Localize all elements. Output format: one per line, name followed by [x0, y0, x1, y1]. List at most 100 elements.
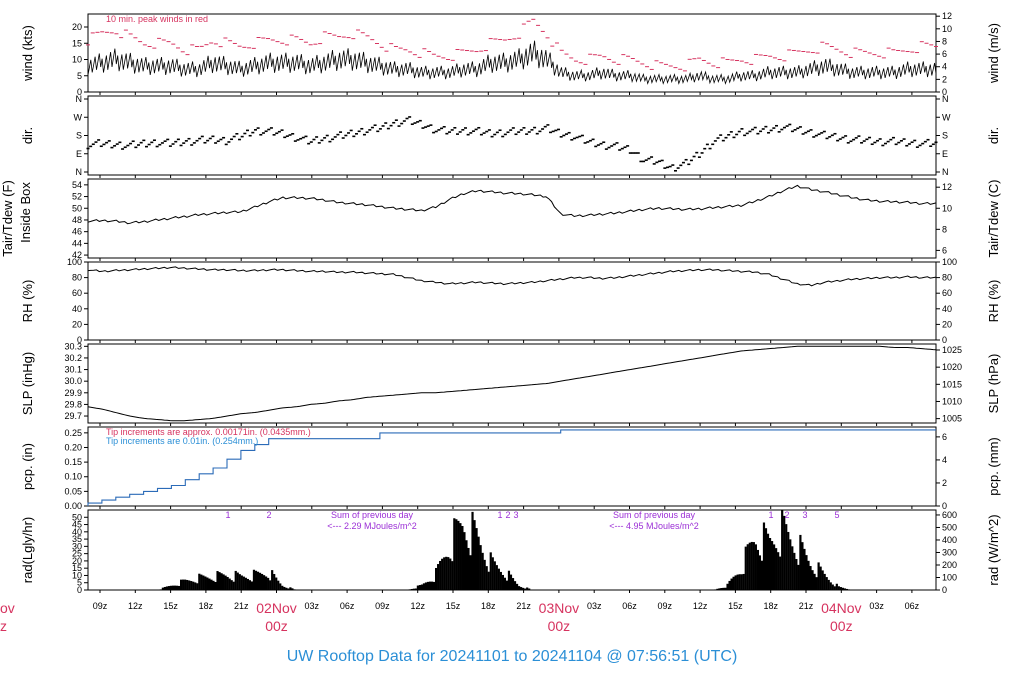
ytick-label-right: 40: [942, 304, 952, 314]
ytick-label: 30.1: [64, 365, 82, 375]
ytick-label-right: 80: [942, 273, 952, 283]
ytick-label-right: 300: [942, 547, 957, 557]
ytick-label: E: [76, 149, 82, 159]
ytick-label: 0: [77, 87, 82, 97]
rad-hour-mark: 2: [266, 510, 271, 520]
xtick-label: 03z: [587, 601, 602, 611]
xtick-label: 03z: [305, 601, 320, 611]
page-title: UW Rooftop Data for 20241101 to 20241104…: [286, 648, 738, 665]
xtick-label: 21z: [234, 601, 249, 611]
ytick-label-right: 0: [942, 585, 947, 595]
xtick-label: 03z: [869, 601, 884, 611]
ytick-label-right: 60: [942, 288, 952, 298]
pcp-annotation-1: Tip increments are approx. 0.00171in. (0…: [106, 427, 311, 437]
rh-series-line: [87, 266, 937, 287]
ytick-label: 46: [72, 227, 82, 237]
ytick-label: 10: [72, 570, 82, 580]
xtick-label: 06z: [340, 601, 355, 611]
rad-hour-mark: 2: [784, 510, 789, 520]
ytick-label: N: [76, 94, 83, 104]
day-label-hour: 00z: [830, 618, 853, 634]
ytick-label: 15: [72, 563, 82, 573]
ytick-label-right: 12: [942, 11, 952, 21]
ytick-label: 0: [77, 335, 82, 345]
day-label-date: 02Nov: [256, 600, 296, 616]
rad-hour-mark: 2: [505, 510, 510, 520]
panel-frame-rh: [87, 261, 937, 341]
panel-frame-slp: [87, 343, 937, 424]
rad-daily-sum-title: Sum of previous day: [613, 510, 696, 520]
ylabel-dir: dir.: [20, 127, 35, 144]
ytick-label: 30.3: [64, 341, 82, 351]
xtick-label: 12z: [410, 601, 425, 611]
day-label-date: 03Nov: [539, 600, 579, 616]
rad-daily-sum-value: <--- 2.29 MJoules/m^2: [327, 521, 417, 531]
ytick-label: 10: [72, 55, 82, 65]
xtick-label: 09z: [658, 601, 673, 611]
ytick-label-right: 6: [942, 432, 947, 442]
rad-daily-sum-value: <--- 4.95 MJoules/m^2: [609, 521, 699, 531]
pcp-series-line: [87, 429, 936, 506]
ytick-label: 29.8: [64, 399, 82, 409]
ytick-label-right: 4: [942, 62, 947, 72]
ylabel-right-temp: Tair/Tdew (C): [986, 179, 1001, 257]
ylabel-right-rh: RH (%): [986, 280, 1001, 323]
rad-hour-mark: 1: [497, 510, 502, 520]
ytick-label: 30.2: [64, 353, 82, 363]
ytick-label-right: 200: [942, 560, 957, 570]
ytick-label: 60: [72, 288, 82, 298]
ytick-label-right: S: [942, 131, 948, 141]
day-label-cut-hour: z: [0, 618, 7, 634]
ytick-label-right: 4: [942, 455, 947, 465]
ytick-label-right: 1025: [942, 345, 962, 355]
ytick-label-right: 8: [942, 224, 947, 234]
xtick-label: 12z: [128, 601, 143, 611]
ytick-label: 54: [72, 180, 82, 190]
ytick-label-right: 1010: [942, 396, 962, 406]
ytick-label: 44: [72, 238, 82, 248]
day-label-cut-date: ov: [0, 600, 15, 616]
xtick-label: 18z: [763, 601, 778, 611]
pcp-annotation-2: Tip increments are 0.01in. (0.254mm.): [106, 436, 258, 446]
ytick-label: 0.15: [64, 457, 82, 467]
panel-frame-pcp: [87, 426, 937, 507]
ytick-label: 0.00: [64, 501, 82, 511]
slp-series-line: [87, 345, 937, 422]
ytick-label-right: 2: [942, 478, 947, 488]
ytick-label-right: 100: [942, 257, 957, 267]
day-label-hour: 00z: [548, 618, 571, 634]
ytick-label: 15: [72, 38, 82, 48]
ytick-label: 5: [77, 71, 82, 81]
ylabel-right-slp: SLP (hPa): [986, 354, 1001, 414]
ytick-label: 29.9: [64, 388, 82, 398]
rad-hour-mark: 3: [513, 510, 518, 520]
ylabel-right-pcp: pcp. (mm): [986, 437, 1001, 496]
ytick-label: W: [74, 112, 83, 122]
ytick-label: 50: [72, 512, 82, 522]
ytick-label: 80: [72, 273, 82, 283]
xtick-label: 18z: [481, 601, 496, 611]
ylabel2-temp: Inside Box: [18, 182, 33, 243]
ytick-label-right: 0: [942, 335, 947, 345]
ylabel-temp: Tair/Tdew (F): [0, 180, 15, 257]
ytick-label: 0.20: [64, 442, 82, 452]
ytick-label-right: 10: [942, 24, 952, 34]
ytick-label: 20: [72, 319, 82, 329]
rad-hour-mark: 1: [225, 510, 230, 520]
ylabel-right-dir: dir.: [986, 127, 1001, 144]
day-label-date: 04Nov: [821, 600, 861, 616]
ytick-label-right: 100: [942, 572, 957, 582]
xtick-label: 15z: [446, 601, 461, 611]
xtick-label: 06z: [622, 601, 637, 611]
ytick-label-right: 1005: [942, 414, 962, 424]
ytick-label: 0.25: [64, 428, 82, 438]
xtick-label: 12z: [693, 601, 708, 611]
ylabel-slp: SLP (inHg): [20, 352, 35, 415]
rad-hour-mark: 5: [834, 510, 839, 520]
ytick-label-right: 6: [942, 49, 947, 59]
ytick-label-right: 20: [942, 319, 952, 329]
ytick-label: 45: [72, 520, 82, 530]
ytick-label-right: 0: [942, 501, 947, 511]
xtick-label: 09z: [93, 601, 108, 611]
ylabel-right-wind: wind (m/s): [986, 23, 1001, 84]
